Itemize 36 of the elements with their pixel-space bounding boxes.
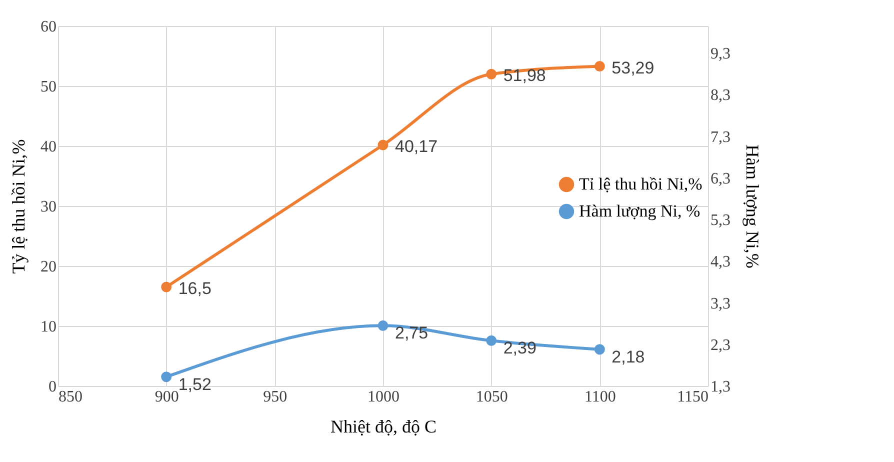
y2-tick-label: 3,3 xyxy=(710,295,730,312)
y2-tick-label: 2,3 xyxy=(710,336,730,354)
x-tick-label: 1150 xyxy=(677,388,708,406)
y-tick-label: 30 xyxy=(40,198,56,216)
data-label: 2,18 xyxy=(612,347,645,366)
y2-tick-label: 9,3 xyxy=(710,46,730,63)
legend-label: Tỉ lệ thu hồi Ni,% xyxy=(579,174,702,194)
data-label: 2,39 xyxy=(503,338,536,358)
y-tick-label: 0 xyxy=(48,378,56,396)
data-label: 40,17 xyxy=(395,136,438,156)
x-tick-label: 1000 xyxy=(368,388,400,406)
y-axis-title: Tỷ lệ thu hồi Ni,% xyxy=(8,139,28,274)
y-tick-label: 40 xyxy=(40,138,56,156)
x-tick-label: 850 xyxy=(58,388,82,406)
data-label: 51,98 xyxy=(503,66,546,86)
y2-tick-label: 1,3 xyxy=(710,378,730,396)
y-tick-label: 20 xyxy=(40,258,56,276)
y-tick-label: 10 xyxy=(40,318,56,336)
x-tick-label: 900 xyxy=(154,388,179,406)
y-tick-label: 50 xyxy=(40,78,56,96)
data-label: 53,29 xyxy=(612,58,654,78)
data-label: 16,5 xyxy=(178,279,212,298)
data-label: 1,52 xyxy=(178,374,212,394)
y2-axis-title: Hàm lượng Ni,% xyxy=(742,144,762,268)
x-tick-label: 950 xyxy=(263,388,288,406)
x-tick-label: 1050 xyxy=(476,388,508,406)
y2-tick-label: 6,3 xyxy=(710,170,730,188)
y-tick-label: 60 xyxy=(40,18,56,36)
y2-tick-label: 8,3 xyxy=(710,87,730,104)
legend-label: Hàm lượng Ni, % xyxy=(579,202,700,220)
y2-tick-label: 4,3 xyxy=(710,254,730,271)
y2-tick-label: 7,3 xyxy=(710,128,730,146)
data-label: 2,75 xyxy=(395,324,428,343)
y2-tick-label: 5,3 xyxy=(710,212,730,230)
x-axis-title: Nhiệt độ, độ C xyxy=(330,416,436,436)
x-tick-label: 1100 xyxy=(584,388,616,406)
